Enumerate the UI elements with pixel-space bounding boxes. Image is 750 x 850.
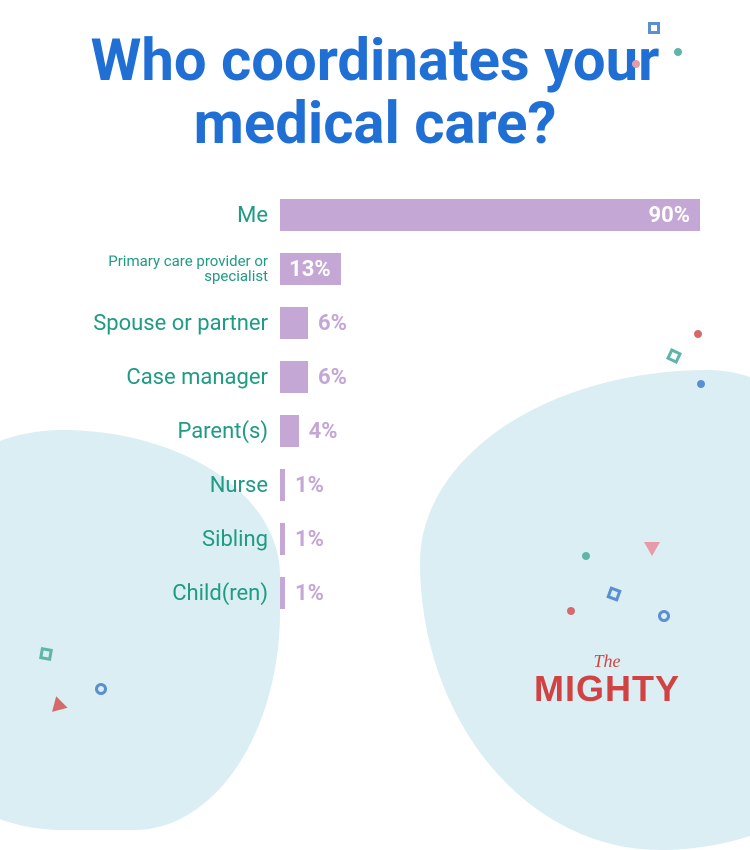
bar: [280, 415, 299, 447]
row-label: Child(ren): [50, 582, 280, 605]
bar-area: 6%: [280, 303, 700, 343]
deco-dot: [697, 380, 705, 388]
bar-area: 1%: [280, 573, 700, 613]
deco-dot: [567, 607, 575, 615]
bar-area: 6%: [280, 357, 700, 397]
bar-area: 13%: [280, 249, 700, 289]
bar-area: 1%: [280, 519, 700, 559]
row-label: Sibling: [50, 528, 280, 551]
bar: [280, 307, 308, 339]
bar-area: 4%: [280, 411, 700, 451]
bar-pct: 6%: [318, 311, 347, 336]
chart-row: Case manager 6%: [50, 357, 700, 397]
bar-pct: 1%: [295, 581, 324, 606]
bar-pct: 1%: [295, 527, 324, 552]
chart-title: Who coordinates your medical care?: [50, 30, 700, 155]
bar-area: 1%: [280, 465, 700, 505]
deco-dot: [582, 552, 590, 560]
bar: 13%: [280, 253, 341, 285]
deco-dot: [632, 60, 640, 68]
brand-logo-line2: MIGHTY: [534, 668, 680, 710]
row-label: Nurse: [50, 474, 280, 497]
chart-row: Nurse 1%: [50, 465, 700, 505]
deco-dot: [674, 48, 682, 56]
deco-square: [648, 22, 660, 34]
row-label: Primary care provider or specialist: [50, 254, 280, 286]
bar-pct: 13%: [289, 257, 331, 282]
bar-pct: 4%: [309, 419, 338, 444]
bar: 90%: [280, 199, 700, 231]
deco-circle: [95, 683, 107, 695]
row-label: Me: [50, 204, 280, 227]
bar-chart: Me 90% Primary care provider or specialist…: [50, 195, 700, 613]
bar: [280, 469, 285, 501]
chart-row: Primary care provider or specialist 13%: [50, 249, 700, 289]
deco-square: [39, 647, 53, 661]
chart-row: Me 90%: [50, 195, 700, 235]
bar: [280, 523, 285, 555]
bar-pct: 6%: [318, 365, 347, 390]
row-label: Parent(s): [50, 420, 280, 443]
row-label: Case manager: [50, 366, 280, 389]
bar: [280, 361, 308, 393]
chart-row: Parent(s) 4%: [50, 411, 700, 451]
brand-logo: The MIGHTY: [534, 651, 680, 710]
bar: [280, 577, 285, 609]
row-label: Spouse or partner: [50, 312, 280, 335]
deco-triangle: [644, 542, 660, 570]
deco-circle: [658, 610, 670, 622]
bar-pct: 1%: [295, 473, 324, 498]
chart-row: Spouse or partner 6%: [50, 303, 700, 343]
deco-dot: [694, 330, 702, 338]
bar-area: 90%: [280, 195, 700, 235]
chart-row: Sibling 1%: [50, 519, 700, 559]
bar-pct: 90%: [648, 203, 690, 228]
chart-row: Child(ren) 1%: [50, 573, 700, 613]
